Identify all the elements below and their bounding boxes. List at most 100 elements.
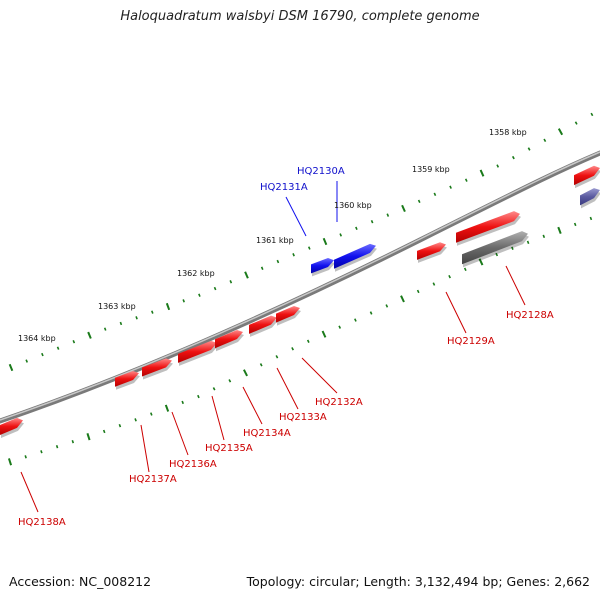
- tick-mark: [198, 293, 201, 297]
- tick-mark: [182, 299, 185, 303]
- tick-mark: [354, 318, 357, 322]
- tick-mark: [197, 394, 200, 399]
- tick-mark: [165, 302, 171, 311]
- tick-mark: [339, 233, 343, 237]
- tick-mark: [574, 121, 578, 125]
- tick-mark: [385, 304, 389, 308]
- tick-mark: [338, 325, 342, 329]
- gene-arrow-pseudo: [462, 231, 528, 265]
- leader-line: [445, 291, 467, 334]
- gene-arrow-edge-faded: [580, 188, 600, 206]
- tick-mark: [307, 246, 311, 250]
- kbp-label-1364: 1364 kbp: [18, 334, 56, 343]
- tick-mark: [291, 347, 294, 351]
- leader-line: [276, 367, 299, 410]
- tick-mark: [557, 128, 564, 136]
- tick-mark: [243, 369, 248, 377]
- tick-mark: [449, 185, 452, 189]
- gene-arrow-edge-red: [574, 165, 600, 186]
- tick-mark: [511, 155, 515, 160]
- gene-label-hq2138a: HQ2138A: [18, 517, 66, 528]
- tick-mark: [102, 429, 106, 434]
- tick-mark: [355, 226, 358, 231]
- tick-mark: [306, 339, 310, 343]
- leader-line: [285, 196, 307, 237]
- tick-mark: [56, 346, 60, 350]
- tick-mark: [86, 433, 91, 441]
- gene-arrow-hq2133a: [249, 315, 277, 334]
- tick-mark: [71, 440, 75, 444]
- gene-label-hq2136a: HQ2136A: [169, 459, 217, 470]
- tick-mark: [118, 423, 122, 428]
- gene-label-hq2134a: HQ2134A: [243, 428, 291, 439]
- kbp-label-1362: 1362 kbp: [177, 269, 215, 278]
- gene-arrow-hq2135a: [178, 340, 217, 363]
- tick-mark: [542, 234, 546, 239]
- tick-mark: [386, 213, 390, 217]
- tick-mark: [526, 240, 530, 245]
- label-leader-lines: [20, 181, 526, 513]
- tick-mark: [276, 259, 280, 264]
- tick-mark: [527, 147, 531, 151]
- tick-mark: [557, 226, 562, 235]
- gene-arrow-hq2138a: [0, 417, 23, 435]
- tick-mark: [478, 258, 484, 266]
- gene-arrow-hq2136a: [142, 358, 172, 377]
- tick-mark: [259, 363, 263, 367]
- tick-mark: [511, 246, 514, 250]
- leader-line: [140, 424, 150, 473]
- tick-mark: [164, 404, 170, 412]
- tick-mark: [213, 286, 217, 291]
- accession-text: Accession: NC_008212: [9, 574, 152, 589]
- tick-mark: [589, 216, 593, 221]
- gene-arrow-hq2132a: [276, 306, 300, 323]
- tick-mark: [463, 267, 467, 272]
- tick-mark: [448, 274, 451, 279]
- leader-line: [301, 357, 338, 394]
- kbp-label-1360: 1360 kbp: [334, 201, 372, 210]
- leader-line: [505, 265, 526, 306]
- tick-mark: [134, 418, 137, 422]
- tick-mark: [275, 355, 279, 359]
- tick-mark: [573, 222, 577, 227]
- gene-label-hq2129a: HQ2129A: [447, 336, 495, 347]
- gene-label-hq2133a: HQ2133A: [279, 412, 327, 423]
- gene-arrow-hq2129a: [417, 242, 446, 260]
- tick-mark: [400, 295, 405, 303]
- tick-mark: [401, 204, 406, 213]
- kbp-label-1361: 1361 kbp: [256, 236, 294, 245]
- gene-label-hq2137a: HQ2137A: [129, 474, 177, 485]
- gene-features: [0, 165, 600, 438]
- tick-mark: [292, 253, 295, 257]
- tick-mark: [41, 352, 44, 357]
- gene-arrow-hq2130a: [334, 243, 376, 269]
- tick-mark: [135, 316, 138, 320]
- tick-mark: [495, 252, 499, 257]
- tick-mark: [181, 400, 184, 405]
- tick-mark: [244, 271, 249, 279]
- tick-mark: [322, 237, 328, 246]
- tick-mark: [24, 455, 27, 459]
- tick-mark: [369, 311, 373, 315]
- tick-mark: [464, 178, 468, 182]
- gene-label-hq2128a: HQ2128A: [506, 310, 554, 321]
- map-title: Haloquadratum walsbyi DSM 16790, complet…: [120, 9, 480, 24]
- kbp-label-1359: 1359 kbp: [412, 165, 450, 174]
- gene-arrow-hq2131a: [311, 258, 334, 274]
- genome-summary-text: Topology: circular; Length: 3,132,494 bp…: [246, 574, 590, 589]
- leader-line: [171, 411, 189, 456]
- kbp-label-1363: 1363 kbp: [98, 302, 136, 311]
- tick-mark: [103, 327, 107, 331]
- gene-label-hq2132a: HQ2132A: [315, 397, 363, 408]
- leader-line: [20, 471, 39, 513]
- tick-mark: [433, 192, 437, 196]
- inner-tick-track: [7, 216, 593, 466]
- tick-mark: [8, 363, 14, 372]
- leader-line: [242, 386, 263, 425]
- gene-arrow-hq2128a: [456, 211, 520, 243]
- tick-mark: [150, 412, 153, 416]
- tick-mark: [432, 282, 436, 286]
- kbp-label-1358: 1358 kbp: [489, 128, 527, 137]
- tick-mark: [228, 379, 232, 383]
